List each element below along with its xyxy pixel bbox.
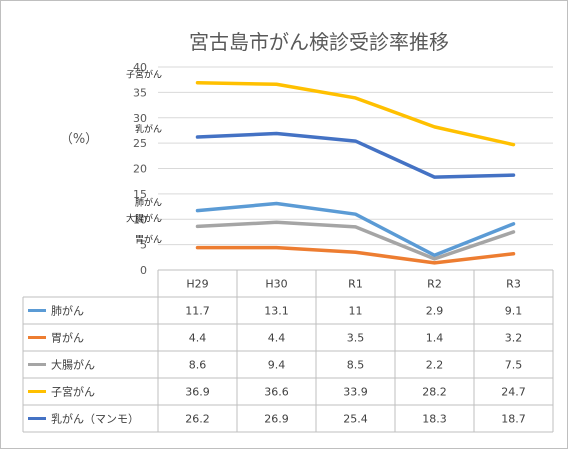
table-cell-value: 3.5 xyxy=(347,332,365,345)
table-cell-value: 18.7 xyxy=(501,413,526,426)
table-cell-value: 9.1 xyxy=(505,305,523,318)
y-axis-ticks: 0 5 10 15 20 25 30 35 40 xyxy=(133,61,147,277)
table-cell-value: 1.4 xyxy=(426,332,444,345)
table-cell-value: 2.9 xyxy=(426,305,444,318)
y-axis-unit-label: （%） xyxy=(60,132,98,147)
series-inline-label: 胃がん xyxy=(135,234,162,246)
series-line xyxy=(195,245,516,265)
table-cell-value: 11 xyxy=(349,305,363,318)
data-table: H29 H30 R1 R2 R3 肺がん 11.7 13.1 11 2.9 9.1 胃がん 4.4 4.4… xyxy=(22,269,554,433)
series-inline-label: 肺がん xyxy=(135,197,162,209)
series-inline-label: 子宮がん xyxy=(126,69,162,81)
y-tick-label: 35 xyxy=(133,86,147,99)
x-category-label: R3 xyxy=(506,278,521,291)
table-series-name: 肺がん xyxy=(51,304,84,318)
series-lines xyxy=(195,80,516,265)
x-category-label: H30 xyxy=(265,278,287,291)
table-cell-value: 36.6 xyxy=(264,386,289,399)
series-inline-label: 乳がん xyxy=(135,123,162,135)
table-cell-value: 33.9 xyxy=(343,386,368,399)
table-cell-value: 25.4 xyxy=(343,413,368,426)
table-cell-value: 9.4 xyxy=(268,359,286,372)
x-category-label: R1 xyxy=(348,278,363,291)
y-tick-label: 5 xyxy=(140,239,147,252)
table-cell-value: 28.2 xyxy=(422,386,447,399)
y-tick-label: 10 xyxy=(133,213,147,226)
table-cell-value: 7.5 xyxy=(505,359,523,372)
table-cell-value: 13.1 xyxy=(264,305,289,318)
chart-title: 宮古島市がん検診受診率推移 xyxy=(189,30,449,54)
series-line xyxy=(195,220,516,261)
table-cell-value: 4.4 xyxy=(268,332,286,345)
gridlines xyxy=(158,66,553,246)
table-cell-value: 8.6 xyxy=(189,359,207,372)
y-tick-label: 0 xyxy=(140,264,147,277)
x-category-label: H29 xyxy=(186,278,208,291)
table-series-name: 胃がん xyxy=(51,331,84,345)
table-cell-value: 3.2 xyxy=(505,332,523,345)
series-inline-label: 大腸がん xyxy=(126,212,162,224)
table-cell-value: 24.7 xyxy=(501,386,526,399)
table-cell-value: 11.7 xyxy=(185,305,210,318)
table-series-name: 大腸がん xyxy=(51,358,95,372)
table-cell-value: 36.9 xyxy=(185,386,210,399)
series-line xyxy=(195,80,516,147)
table-cell-value: 26.2 xyxy=(185,413,210,426)
table-cell-value: 26.9 xyxy=(264,413,289,426)
table-cell-value: 18.3 xyxy=(422,413,447,426)
x-category-label: R2 xyxy=(427,278,442,291)
y-tick-label: 20 xyxy=(133,163,147,176)
table-series-name: 子宮がん xyxy=(51,385,95,399)
table-cell-value: 2.2 xyxy=(426,359,444,372)
table-series-name: 乳がん（マンモ） xyxy=(51,412,139,426)
y-tick-label: 15 xyxy=(133,188,147,201)
table-cell-value: 8.5 xyxy=(347,359,365,372)
y-tick-label: 30 xyxy=(133,112,147,125)
series-line xyxy=(195,131,516,179)
y-tick-label: 40 xyxy=(133,61,147,74)
series-line xyxy=(195,201,516,258)
y-tick-label: 25 xyxy=(133,137,147,150)
table-cell-value: 4.4 xyxy=(189,332,207,345)
